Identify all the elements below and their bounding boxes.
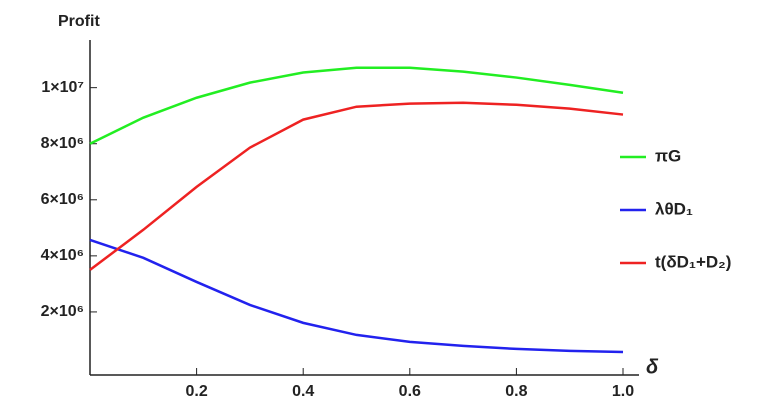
line [89,238,624,354]
x-tick-label: 0.4 [292,383,314,400]
y-tick-label: 1×10⁷ [41,79,84,96]
legend-label: λθD₁ [655,199,693,218]
legend-label: πG [655,146,681,165]
x-axis-label: δ [646,356,659,378]
y-tick-label: 8×10⁶ [41,135,84,152]
x-tick-label: 1.0 [612,383,634,400]
y-axis-label: Profit [58,13,100,30]
line [89,66,624,145]
y-tick-label: 4×10⁶ [41,247,84,264]
x-tick-label: 0.8 [505,383,527,400]
line [89,101,624,271]
y-tick-label: 2×10⁶ [41,303,84,320]
x-tick-label: 0.6 [399,383,421,400]
legend-label: t(δD₁+D₂) [655,252,731,271]
x-tick-label: 0.2 [185,383,207,400]
y-tick-label: 6×10⁶ [41,191,84,208]
